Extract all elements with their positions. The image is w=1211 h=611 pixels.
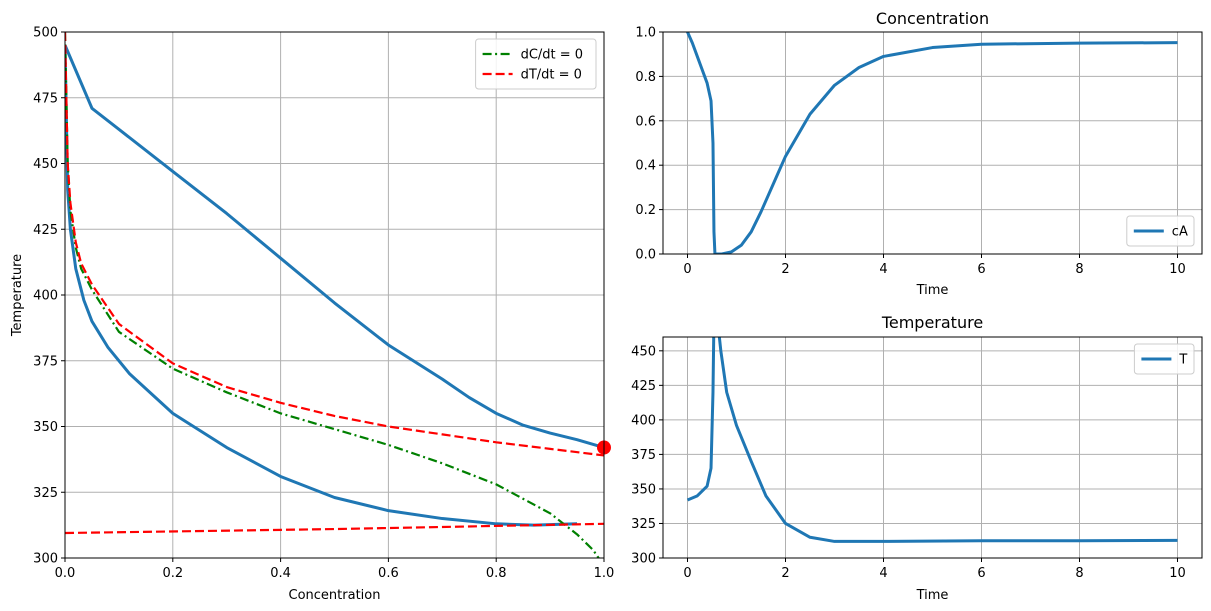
concentration-plot: Concentration 0 2 4 6 8 100.00.20.40.60.81.0 … xyxy=(635,9,1203,298)
phase-grid xyxy=(64,31,605,559)
x-tick-label: 0.2 xyxy=(162,566,183,581)
y-tick-label: 450 xyxy=(631,344,656,359)
y-tick-label: 350 xyxy=(631,482,656,497)
y-tick-label: 425 xyxy=(631,379,656,394)
y-tick-label: 500 xyxy=(33,26,58,41)
concentration-legend: cA xyxy=(1126,215,1195,247)
y-tick-label: 0.8 xyxy=(635,70,656,85)
x-tick-label: 1.0 xyxy=(594,566,615,581)
y-tick-label: 425 xyxy=(33,223,58,238)
series-line xyxy=(686,337,1178,543)
concentration-series xyxy=(686,32,1178,254)
y-tick-label: 325 xyxy=(631,517,656,532)
x-tick-label: 0.6 xyxy=(378,566,399,581)
y-tick-label: 300 xyxy=(631,552,656,567)
phase-ylabel: Temperature xyxy=(10,254,25,337)
x-tick-label: 2 xyxy=(781,566,789,581)
x-tick-label: 0.0 xyxy=(55,566,76,581)
y-tick-label: 325 xyxy=(33,486,58,501)
concentration-ticks: 0 2 4 6 8 10 0.0 0.2 0.4 0.6 0.8 1.0 xyxy=(635,26,1185,278)
x-tick-label: 6 xyxy=(977,566,985,581)
phase-plot: 0.0 0.2 0.4 0.6 0.8 1.0 300 325 350 375 400 425 450 4… xyxy=(10,26,614,604)
series-line xyxy=(65,522,604,535)
x-tick-label: 10 xyxy=(1169,566,1186,581)
y-tick-label: 400 xyxy=(33,289,58,304)
x-tick-label: 0.4 xyxy=(270,566,291,581)
series-line xyxy=(65,44,604,449)
temperature-xlabel: Time xyxy=(916,588,949,603)
x-tick-label: 8 xyxy=(1075,262,1083,277)
temperature-ticks: 0 2 4 6 8 10 300 325 350 375 400 425 450 xyxy=(631,344,1186,581)
x-tick-label: 0.8 xyxy=(486,566,507,581)
series-line xyxy=(65,45,578,527)
concentration-frame xyxy=(662,31,1203,255)
series-line xyxy=(65,32,604,457)
series-line xyxy=(686,32,1178,254)
y-tick-label: 1.0 xyxy=(635,26,656,41)
legend-label: dC/dt = 0 xyxy=(521,48,584,63)
y-tick-label: 375 xyxy=(33,354,58,369)
y-tick-label: 0.6 xyxy=(635,114,656,129)
x-tick-label: 6 xyxy=(977,262,985,277)
temperature-legend: T xyxy=(1133,343,1195,375)
temperature-series xyxy=(686,337,1178,543)
temperature-title: Temperature xyxy=(881,313,983,332)
y-tick-label: 300 xyxy=(33,552,58,567)
y-tick-label: 0.4 xyxy=(635,159,656,174)
temperature-grid xyxy=(663,337,1202,559)
phase-xlabel: Concentration xyxy=(289,588,381,603)
x-tick-label: 2 xyxy=(781,262,789,277)
y-tick-label: 0.2 xyxy=(635,203,656,218)
temperature-frame xyxy=(662,336,1203,559)
x-tick-label: 4 xyxy=(879,566,887,581)
phase-series xyxy=(65,32,604,558)
legend-label: cA xyxy=(1172,225,1188,240)
legend-label: dT/dt = 0 xyxy=(521,68,582,83)
legend-label: T xyxy=(1178,353,1187,368)
x-tick-label: 10 xyxy=(1169,262,1186,277)
y-tick-label: 375 xyxy=(631,448,656,463)
x-tick-label: 0 xyxy=(683,566,691,581)
concentration-grid xyxy=(663,31,1202,255)
phase-legend: dC/dt = 0 dT/dt = 0 xyxy=(475,38,597,90)
concentration-title: Concentration xyxy=(876,9,989,28)
phase-ticks: 0.0 0.2 0.4 0.6 0.8 1.0 300 325 350 375 400 425 450 4… xyxy=(33,26,614,582)
x-tick-label: 0 xyxy=(683,262,691,277)
series-line xyxy=(65,32,600,558)
x-tick-label: 8 xyxy=(1075,566,1083,581)
legend-box xyxy=(475,38,597,90)
concentration-xlabel: Time xyxy=(916,283,949,298)
x-tick-label: 4 xyxy=(879,262,887,277)
y-tick-label: 0.0 xyxy=(635,248,656,263)
y-tick-label: 450 xyxy=(33,157,58,172)
temperature-plot: Temperature 0 2 4 6 8 10 300 325 350 375 400 425 450… xyxy=(631,313,1203,603)
y-tick-label: 350 xyxy=(33,420,58,435)
y-tick-label: 475 xyxy=(33,91,58,106)
y-tick-label: 400 xyxy=(631,413,656,428)
